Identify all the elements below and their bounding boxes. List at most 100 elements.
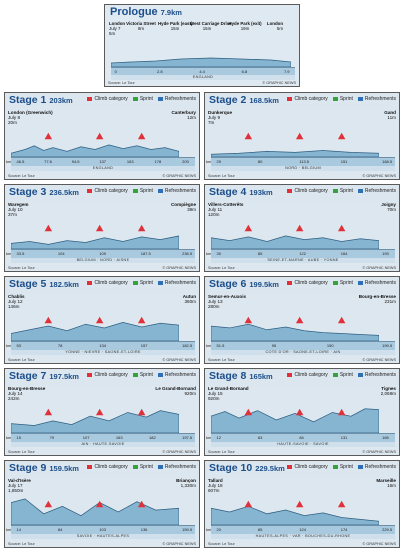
axis-tick: 63 xyxy=(257,435,263,440)
stage-profile xyxy=(211,500,379,525)
climb-icon xyxy=(295,132,304,140)
start-town: Val-d'Isère xyxy=(8,478,31,483)
start-detail: July 11 xyxy=(208,207,223,213)
sprint-icon xyxy=(132,97,138,101)
stage-source: Source: Le Tour xyxy=(208,266,235,270)
stage-source: Source: Le Tour xyxy=(208,450,235,454)
start-detail: July 15 xyxy=(208,391,223,397)
climb-icon xyxy=(87,97,93,101)
legend-label: Sprint xyxy=(339,372,353,378)
legend-sprint: Sprint xyxy=(132,280,153,286)
stage-distance: 197.5km xyxy=(49,372,79,381)
stage-source: Source: Le Tour xyxy=(8,358,35,362)
stage-name: Stage 2 xyxy=(209,94,247,106)
legend-refresh: Refreshments xyxy=(157,464,196,470)
stage-finish: Canterbury 12m xyxy=(171,110,196,120)
sprint-icon xyxy=(332,373,338,377)
stage-header xyxy=(5,369,199,386)
axis-tick: 29 xyxy=(216,159,221,164)
climb-icon xyxy=(244,316,253,324)
axis-tick: 85 xyxy=(257,251,263,256)
stage-region: HAUTE-SAVOIE · SAVOIE xyxy=(211,442,395,447)
stage-source: Source: Le Tour xyxy=(208,358,235,362)
stage-header xyxy=(5,93,199,110)
finish-detail: 231m xyxy=(384,299,397,305)
legend-label: Refreshments xyxy=(164,372,196,378)
waypoint-elevation: 5m xyxy=(276,26,283,31)
prologue-profile xyxy=(111,57,291,67)
legend-label: Climb category xyxy=(94,96,128,102)
axis-tick: 30 xyxy=(216,251,221,256)
start-detail: 20m xyxy=(8,120,17,126)
axis-tick: 95 xyxy=(271,343,277,348)
stage-credit: © GRAPHIC NEWS xyxy=(162,358,196,362)
waypoint-name: London xyxy=(109,21,126,26)
climb-icon xyxy=(244,408,253,416)
stage-start: Semur-en-Auxois July 13 280m xyxy=(208,294,246,310)
km-label: km xyxy=(206,251,212,256)
stage-finish: Compiègne 39m xyxy=(171,202,196,212)
axis-tick: 4.4 xyxy=(199,69,205,74)
elevation-area xyxy=(11,498,179,525)
legend-label: Climb category xyxy=(94,464,128,470)
finish-detail: 360m xyxy=(184,299,197,305)
km-label: km xyxy=(206,527,212,532)
legend-climb: Climb category xyxy=(287,280,328,286)
prologue-axis: 0 2.8 4.4 6.8 7.9 xyxy=(111,67,295,76)
stage-source: Source: Le Tour xyxy=(8,266,35,270)
stage-header xyxy=(5,277,199,294)
climb-icon xyxy=(295,408,304,416)
start-town: London (Greenwich) xyxy=(8,110,53,115)
climb-icon xyxy=(287,97,293,101)
stage-credit: © GRAPHIC NEWS xyxy=(162,450,196,454)
legend-label: Refreshments xyxy=(164,464,196,470)
stage-credit: © GRAPHIC NEWS xyxy=(362,542,396,546)
climb-icon xyxy=(137,316,146,324)
start-detail: July 13 xyxy=(208,299,223,305)
stage-finish: Gand 11m xyxy=(384,110,396,120)
start-detail: July 8 xyxy=(8,115,21,121)
legend-refresh: Refreshments xyxy=(357,464,396,470)
start-detail: July 18 xyxy=(208,483,223,489)
legend-label: Refreshments xyxy=(164,96,196,102)
stage-legend: Climb category Sprint Refreshments xyxy=(287,280,396,286)
legend-label: Sprint xyxy=(339,280,353,286)
stage-legend: Climb category Sprint Refreshments xyxy=(87,188,196,194)
finish-town: Autun xyxy=(182,294,196,299)
axis-tick: 20 xyxy=(216,527,221,532)
axis-tick: 164 xyxy=(340,251,348,256)
stage-legend: Climb category Sprint Refreshments xyxy=(87,96,196,102)
stage-start: Chablis July 12 146m xyxy=(8,294,25,310)
stage-name: Stage 3 xyxy=(9,186,47,198)
stage-distance: 165km xyxy=(249,372,273,381)
legend-label: Climb category xyxy=(94,372,128,378)
stage-start: Bourg-en-Bresse July 14 242m xyxy=(8,386,45,402)
stage-card: Stage 9 159.5km Climb category Sprint Refres… xyxy=(4,460,200,548)
legend-climb: Climb category xyxy=(87,280,128,286)
legend-climb: Climb category xyxy=(87,464,128,470)
stage-name: Stage 5 xyxy=(9,278,47,290)
stage-header xyxy=(205,277,399,294)
axis-tick: 104 xyxy=(57,251,65,256)
climb-icon xyxy=(337,132,346,140)
legend-label: Refreshments xyxy=(364,464,396,470)
start-detail: 1,850m xyxy=(8,488,24,494)
stage-profile xyxy=(11,132,179,157)
stage-card: Stage 4 193km Climb category Sprint Refreshm… xyxy=(204,184,400,272)
legend-label: Sprint xyxy=(139,280,153,286)
start-detail: 280m xyxy=(208,304,220,310)
stage-axis: 51.5 95 150 199.5 xyxy=(211,341,395,350)
stage-card: Stage 3 236.5km Climb category Sprint Refres… xyxy=(4,184,200,272)
stage-card: Stage 8 165km Climb category Sprint Refreshm… xyxy=(204,368,400,456)
stage-header xyxy=(205,185,399,202)
axis-tick: 107 xyxy=(82,435,90,440)
axis-tick: 157 xyxy=(140,343,148,348)
stage-header xyxy=(205,93,399,110)
finish-detail: 2,068m xyxy=(380,391,396,397)
start-town: Le Grand-Bornand xyxy=(208,386,249,391)
stage-title: Stage 6 199.5km xyxy=(209,278,279,290)
axis-tick: 163 xyxy=(126,159,134,164)
axis-tick: 174 xyxy=(340,527,348,532)
stage-title: Stage 4 193km xyxy=(209,186,273,198)
start-detail: 607m xyxy=(208,488,220,494)
